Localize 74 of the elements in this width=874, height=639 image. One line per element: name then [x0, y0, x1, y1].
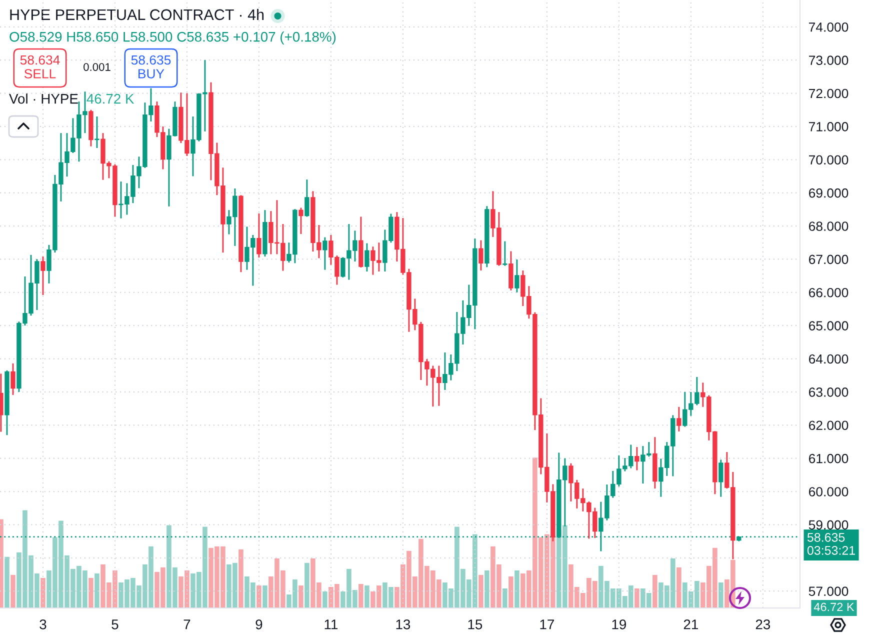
bar: [10, 574, 16, 608]
bar: [364, 585, 370, 608]
y-tick-label: 71.000: [809, 122, 848, 132]
bar: [304, 562, 310, 608]
bar: [298, 585, 304, 608]
x-tick-label: 19: [612, 619, 626, 630]
candlestick: [10, 362, 16, 396]
bar: [508, 576, 514, 608]
x-tick-label: 7: [184, 620, 190, 630]
candlestick: [676, 406, 682, 432]
candlestick: [364, 242, 370, 272]
x-tick-label: 5: [112, 620, 118, 630]
candlestick: [256, 212, 262, 258]
candlestick: [514, 258, 520, 294]
bar: [652, 574, 658, 608]
y-tick-label: 60.000: [809, 487, 848, 496]
bar: [0, 519, 4, 608]
y-tick-label: 67.000: [809, 254, 848, 264]
y-tick-label: 66.000: [809, 288, 848, 298]
bar: [478, 574, 484, 608]
annotation: Vol · HYPE: [9, 94, 78, 104]
bar: [502, 588, 508, 608]
annotation: 46.72 K: [86, 94, 134, 104]
x-tick-label: 13: [396, 619, 410, 630]
bar: [40, 578, 46, 608]
x-tick-label: 9: [256, 619, 262, 630]
bar: [358, 584, 364, 608]
candlestick: [478, 240, 484, 272]
bar: [718, 582, 724, 608]
y-tick-label: 59.000: [808, 520, 848, 530]
bar: [676, 567, 682, 608]
y-tick-label: 62.000: [809, 420, 848, 430]
annotation: 58.635 BUY: [131, 55, 171, 78]
candlestick: [718, 458, 724, 498]
y-tick-label: 64.000: [809, 354, 848, 364]
y-tick-label: 63.000: [809, 388, 848, 397]
x-tick-label: 11: [324, 620, 338, 630]
x-tick-label: 21: [684, 619, 698, 630]
x-tick-label: 3: [40, 619, 46, 630]
y-tick-label: 61.000: [809, 454, 848, 464]
candlestick: [322, 236, 328, 271]
bar: [262, 585, 268, 608]
y-tick-label: 65.000: [809, 321, 848, 330]
bar: [238, 549, 244, 608]
bar: [514, 570, 520, 608]
bar: [4, 556, 10, 608]
y-tick-label: 69.000: [809, 188, 848, 198]
y-tick-label: 70.000: [809, 155, 848, 165]
y-tick-label: 73.000: [809, 56, 848, 65]
chart-title: HYPE PERPETUAL CONTRACT · 4h: [10, 8, 264, 20]
y-tick-label: 68.000: [809, 222, 848, 231]
candlestick: [502, 240, 508, 267]
bar: [634, 588, 640, 608]
bar: [256, 585, 262, 608]
x-tick-label: 23: [756, 619, 770, 630]
bar: [322, 591, 328, 608]
candlestick: [40, 256, 46, 296]
text: 46.72 K: [814, 602, 854, 612]
candlestick: [304, 178, 310, 218]
ref-line-label: 58.635 03:53:21: [807, 532, 855, 555]
candlestick: [94, 116, 100, 149]
annotation: 58.634 SELL: [20, 55, 60, 78]
bar: [484, 570, 490, 608]
annotation: 0.001: [84, 63, 110, 71]
bar: [94, 573, 100, 608]
y-tick-label: 72.000: [809, 88, 848, 98]
x-tick-label: 17: [540, 620, 554, 630]
y-tick-label: 57.000: [808, 586, 848, 596]
bar: [88, 578, 94, 608]
annotation: O58.529 H58.650 L58.500 C58.635 +0.107 (+0.18%): [10, 32, 336, 44]
y-tick-label: 74.000: [809, 22, 848, 32]
candlestick: [298, 207, 304, 235]
candlestick: [634, 446, 640, 471]
x-tick-label: 15: [468, 620, 482, 630]
